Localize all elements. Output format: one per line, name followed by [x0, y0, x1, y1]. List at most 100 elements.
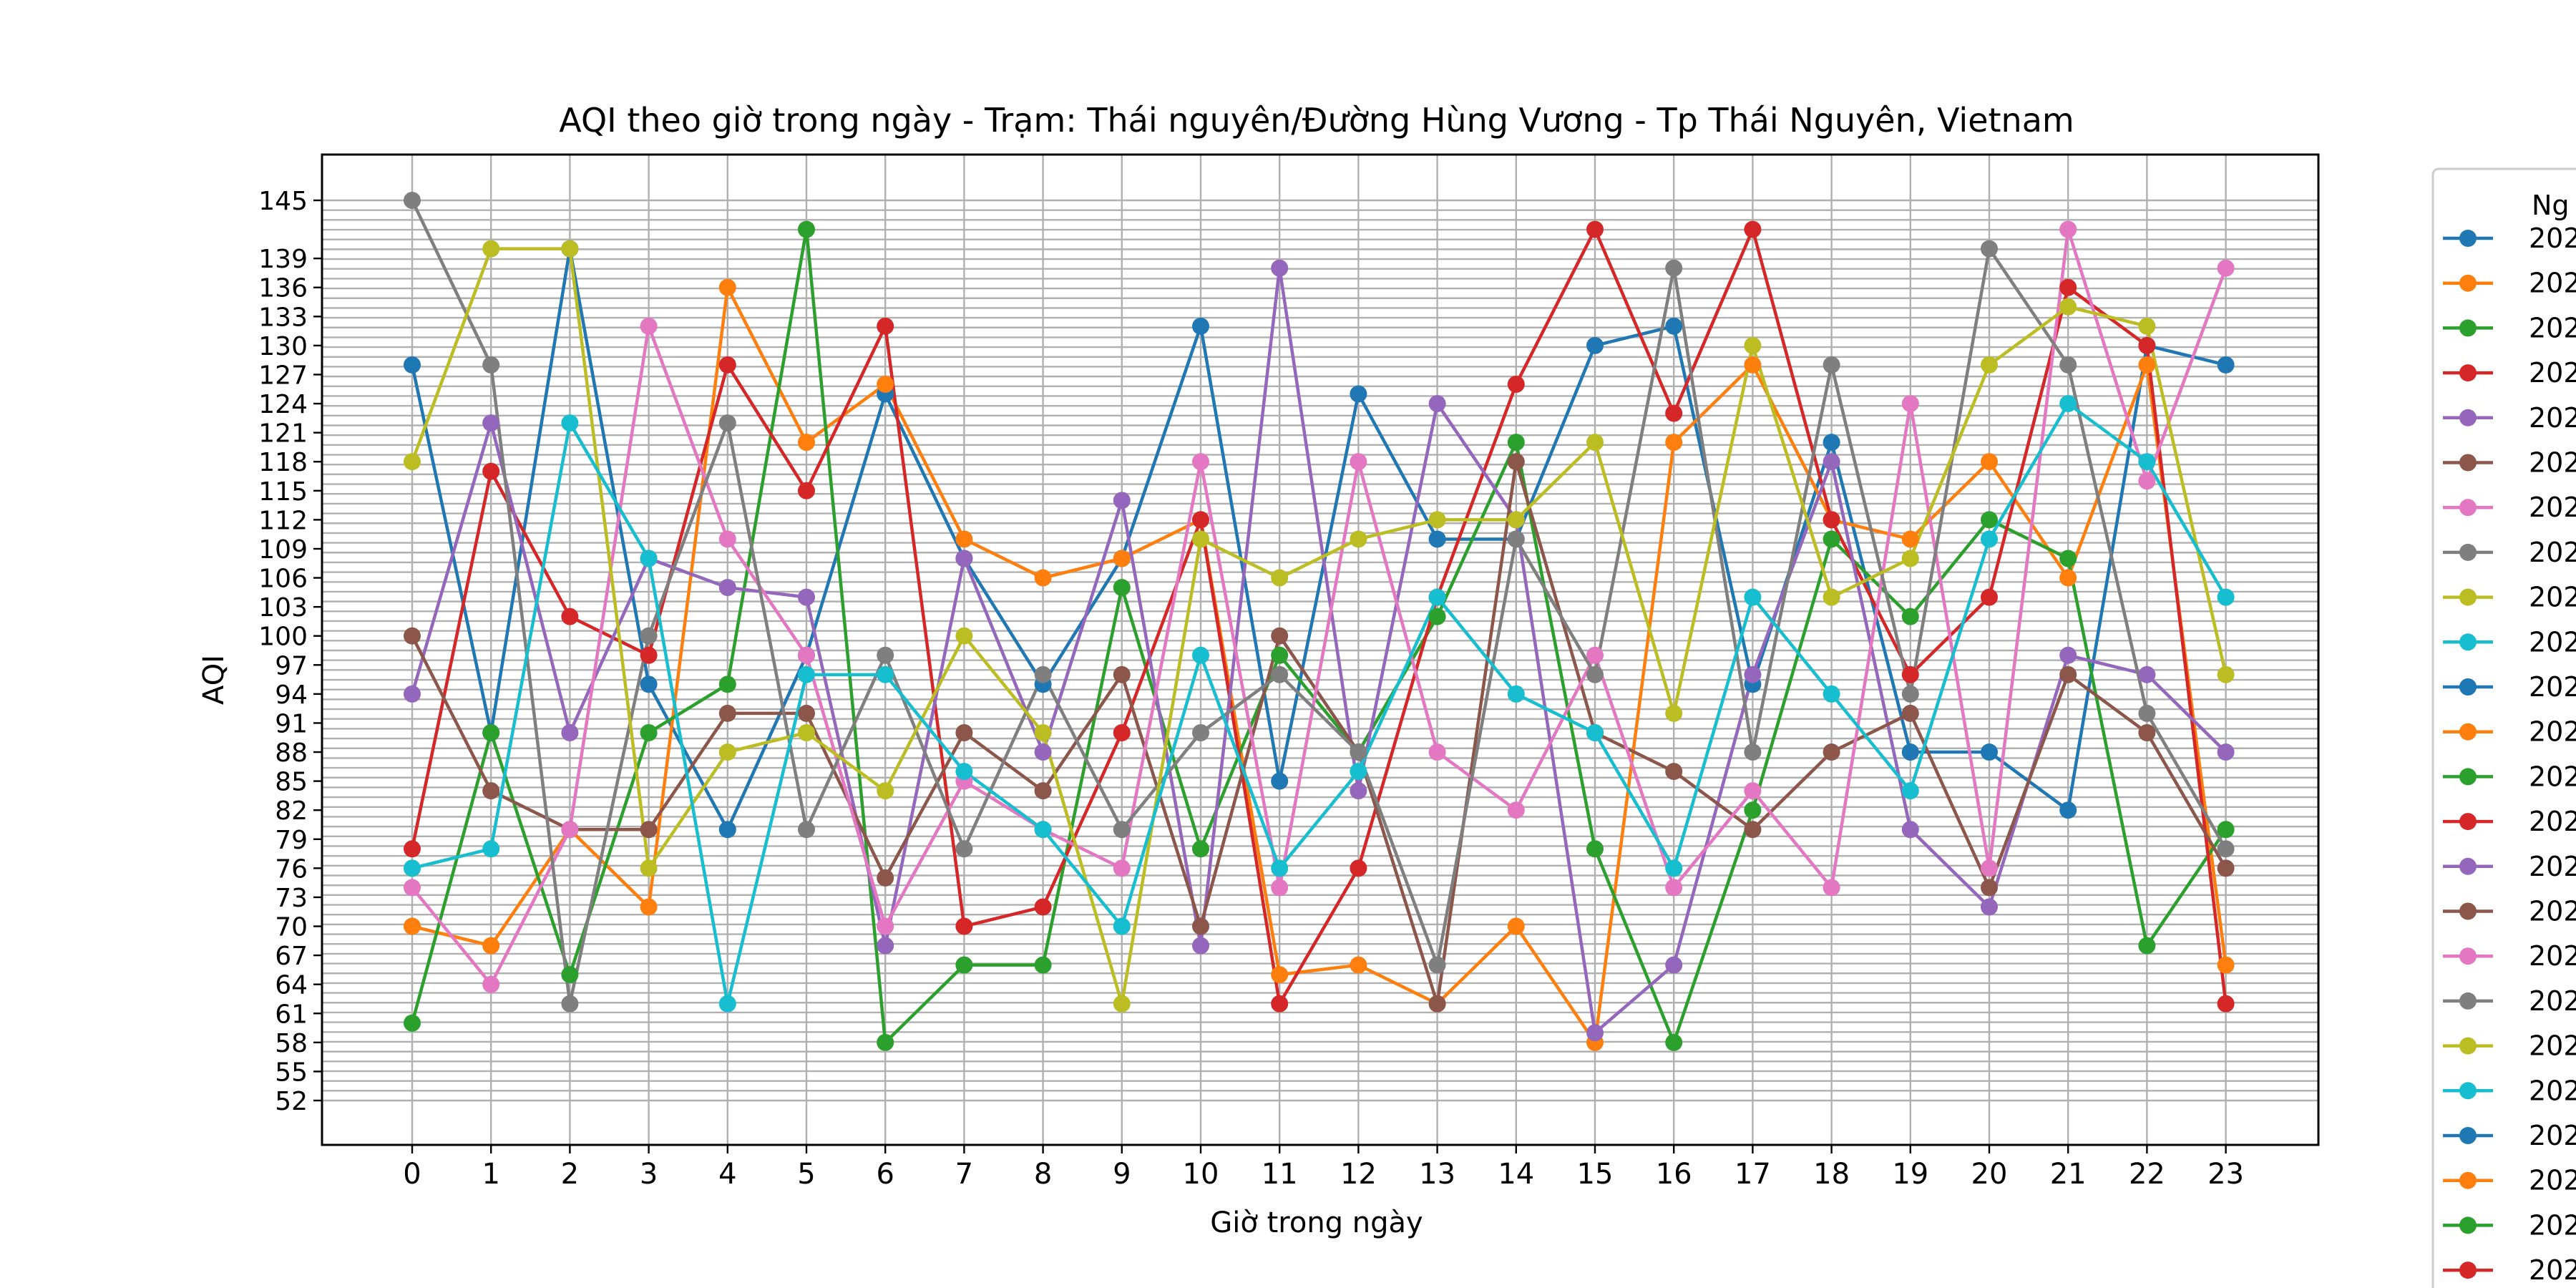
data-point	[1034, 956, 1052, 974]
series-line	[410, 247, 2228, 1005]
data-point	[877, 869, 894, 887]
data-point	[1428, 530, 1446, 548]
chart-title: AQI theo giờ trong ngày - Trạm: Thái ngu…	[559, 101, 2074, 140]
y-tick-label: 67	[275, 942, 308, 971]
legend-label: 202	[2529, 492, 2576, 523]
data-point	[1113, 723, 1131, 741]
data-point	[1271, 859, 1289, 877]
data-point	[718, 579, 736, 597]
legend-label: 202	[2529, 851, 2576, 882]
y-tick-label: 97	[275, 651, 308, 680]
data-point	[1034, 743, 1052, 761]
data-point	[1665, 317, 1683, 335]
data-point	[1428, 511, 1446, 529]
legend-marker	[2459, 543, 2477, 561]
data-point	[482, 462, 500, 480]
data-point	[718, 743, 736, 761]
data-point	[2059, 220, 2077, 238]
data-point	[1507, 453, 1525, 471]
y-tick-label: 130	[258, 332, 308, 361]
data-point	[561, 723, 579, 741]
data-point	[1744, 782, 1762, 800]
data-point	[718, 414, 736, 432]
data-point	[1823, 685, 1840, 703]
data-point	[640, 646, 658, 664]
legend-marker	[2459, 409, 2477, 426]
legend-marker	[2459, 319, 2477, 337]
data-point	[404, 840, 421, 858]
data-point	[2138, 356, 2156, 374]
legend-marker	[2459, 499, 2477, 517]
legend-marker	[2459, 230, 2477, 247]
x-tick-label: 23	[2207, 1158, 2244, 1191]
legend-marker	[2459, 902, 2477, 920]
y-tick-label: 115	[258, 477, 308, 507]
data-point	[1192, 530, 1209, 548]
data-point	[955, 956, 973, 974]
x-tick-label: 21	[2050, 1158, 2087, 1191]
data-point	[1586, 646, 1604, 664]
data-point	[1586, 336, 1604, 354]
legend-marker	[2459, 633, 2477, 651]
data-point	[2138, 317, 2156, 335]
data-point	[2138, 665, 2156, 683]
data-point	[1744, 356, 1762, 374]
data-point	[404, 627, 421, 645]
data-point	[1901, 704, 1919, 722]
legend-label: 202	[2529, 806, 2576, 837]
data-point	[718, 821, 736, 839]
data-point	[640, 550, 658, 567]
data-point	[798, 646, 815, 664]
data-point	[1350, 743, 1367, 761]
data-point	[1823, 511, 1840, 529]
data-point	[1665, 259, 1683, 277]
data-point	[482, 356, 500, 374]
data-point	[404, 356, 421, 374]
data-point	[1271, 966, 1289, 984]
data-point	[1981, 453, 1998, 471]
data-point	[1034, 782, 1052, 800]
data-point	[877, 665, 894, 683]
data-point	[2217, 840, 2235, 858]
data-point	[718, 278, 736, 296]
data-point	[1271, 772, 1289, 790]
data-point	[2217, 588, 2235, 606]
data-point	[798, 723, 815, 741]
legend-marker	[2459, 1037, 2477, 1055]
x-tick-label: 4	[718, 1158, 736, 1191]
data-point	[1823, 530, 1840, 548]
data-point	[877, 782, 894, 800]
y-tick-label: 145	[258, 187, 308, 216]
data-point	[2217, 356, 2235, 374]
data-point	[1192, 453, 1209, 471]
data-point	[1271, 879, 1289, 897]
legend-marker	[2459, 274, 2477, 292]
plot-frame	[321, 153, 2320, 1146]
data-point	[404, 192, 421, 209]
data-point	[2217, 859, 2235, 877]
data-point	[1665, 1033, 1683, 1051]
data-point	[877, 937, 894, 955]
data-point	[955, 917, 973, 935]
x-tick-label: 12	[1340, 1158, 1377, 1191]
series-line	[410, 228, 2228, 1045]
data-point	[1192, 937, 1209, 955]
data-point	[1192, 917, 1209, 935]
data-point	[1034, 569, 1052, 587]
legend-marker	[2459, 364, 2477, 382]
legend-label: 202	[2529, 1254, 2576, 1286]
legend-marker	[2459, 857, 2477, 875]
legend-label: 202	[2529, 761, 2576, 792]
data-point	[1586, 434, 1604, 452]
data-point	[482, 414, 500, 432]
series-line	[410, 228, 2228, 1005]
data-point	[1113, 821, 1131, 839]
legend-label: 202	[2529, 1165, 2576, 1196]
data-point	[1428, 588, 1446, 606]
data-point	[1113, 995, 1131, 1013]
data-point	[1744, 665, 1762, 683]
data-point	[1271, 259, 1289, 277]
x-tick-label: 9	[1113, 1158, 1131, 1191]
data-point	[1823, 356, 1840, 374]
data-point	[2138, 704, 2156, 722]
